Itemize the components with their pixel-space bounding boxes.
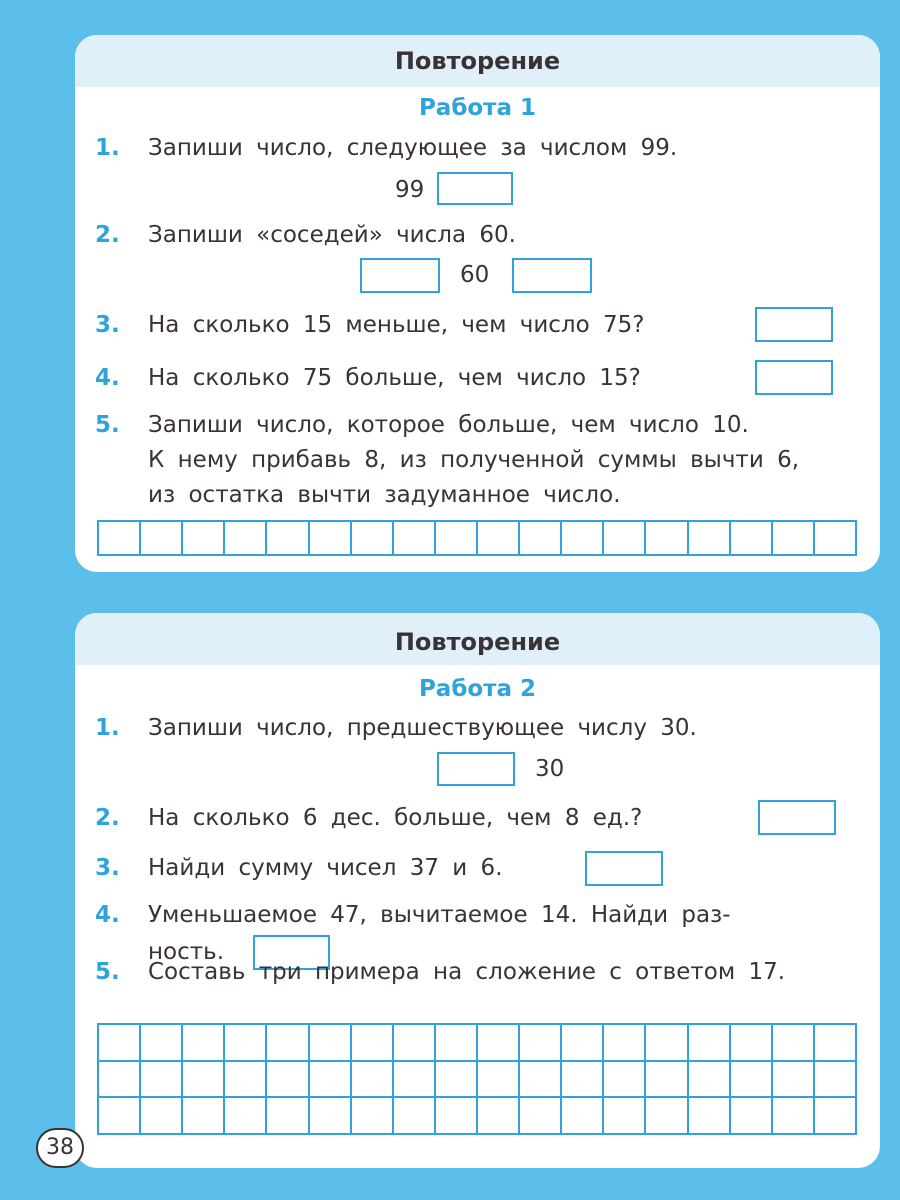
work-title: Работа 2 [418,676,537,702]
task-text: На сколько 75 больше, чем число 15? [148,365,641,391]
answer-box[interactable] [755,307,833,342]
answer-box[interactable] [585,851,663,886]
task-text: Составь три примера на сложение с ответо… [148,959,786,985]
task-text: ность. [148,939,225,965]
section-title: Повторение [394,47,561,75]
task-number: 4. [95,365,120,391]
task-text: Запиши число, предшествующее числу 30. [148,715,697,741]
task-number: 5. [95,412,120,438]
work-1-card: Повторение Работа 1 1. Запиши число, сле… [75,35,880,572]
answer-box-left[interactable] [360,258,440,293]
task-text: К нему прибавь 8, из полученной суммы вы… [148,447,800,473]
work-2-card: Повторение Работа 2 1. Запиши число, пре… [75,613,880,1168]
header-band [75,613,880,665]
task-number: 3. [95,855,120,881]
answer-box[interactable] [437,172,513,205]
task-text: Запиши число, следующее за числом 99. [148,135,678,161]
task-text: из остатка вычти задуманное число. [148,482,621,508]
answer-box[interactable] [758,800,836,835]
task-number: 2. [95,805,120,831]
task-text: На сколько 6 дес. больше, чем 8 ед.? [148,805,643,831]
task-text: На сколько 15 меньше, чем число 75? [148,312,645,338]
number-label: 99 [395,177,425,203]
section-title: Повторение [394,628,561,656]
page-number: 38 [36,1128,84,1168]
task-number: 4. [95,902,120,928]
answer-grid[interactable] [97,520,857,556]
task-text: Запиши «соседей» числа 60. [148,222,516,248]
task-text: Уменьшаемое 47, вычитаемое 14. Найди раз… [148,902,731,928]
answer-box-right[interactable] [512,258,592,293]
answer-box[interactable] [253,935,330,970]
task-text: Найди сумму чисел 37 и 6. [148,855,503,881]
task-text: Запиши число, которое больше, чем число … [148,412,749,438]
answer-grid[interactable] [97,1023,857,1135]
answer-box[interactable] [755,360,833,395]
answer-box[interactable] [437,752,515,786]
number-label: 60 [460,262,490,288]
work-title: Работа 1 [418,95,537,121]
task-number: 5. [95,959,120,985]
header-band [75,35,880,87]
task-number: 1. [95,135,120,161]
task-number: 1. [95,715,120,741]
task-number: 2. [95,222,120,248]
task-number: 3. [95,312,120,338]
number-label: 30 [535,756,565,782]
